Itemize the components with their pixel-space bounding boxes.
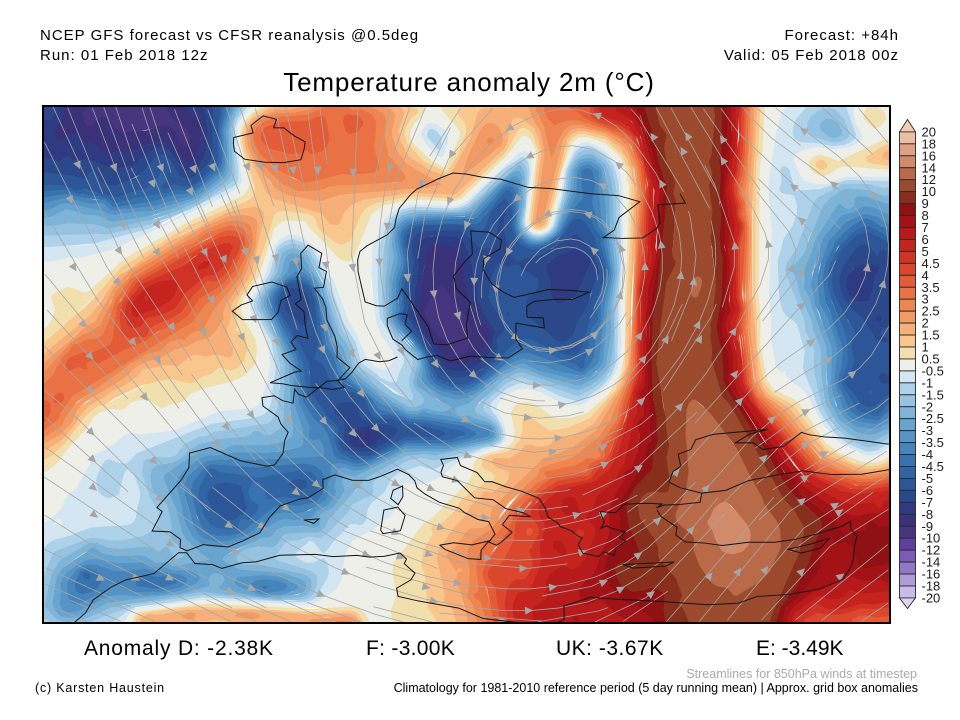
svg-text:-6: -6 (922, 483, 934, 498)
svg-text:-0.5: -0.5 (922, 363, 944, 378)
svg-text:-20: -20 (922, 590, 941, 605)
svg-text:7: 7 (922, 220, 929, 235)
svg-text:-1.5: -1.5 (922, 387, 944, 402)
svg-text:8: 8 (922, 208, 929, 223)
svg-text:-3.5: -3.5 (922, 435, 944, 450)
svg-text:4.5: 4.5 (922, 256, 940, 271)
svg-text:5: 5 (922, 244, 929, 259)
svg-text:20: 20 (922, 124, 936, 139)
svg-text:-8: -8 (922, 507, 934, 522)
svg-text:3: 3 (922, 292, 929, 307)
svg-text:-9: -9 (922, 519, 934, 534)
svg-text:1.5: 1.5 (922, 328, 940, 343)
svg-text:-4: -4 (922, 447, 934, 462)
svg-text:-10: -10 (922, 531, 941, 546)
svg-text:-18: -18 (922, 579, 941, 594)
svg-text:-12: -12 (922, 543, 941, 558)
svg-text:-2.5: -2.5 (922, 411, 944, 426)
svg-text:16: 16 (922, 148, 936, 163)
svg-text:0.5: 0.5 (922, 351, 940, 366)
svg-text:12: 12 (922, 172, 936, 187)
svg-text:-16: -16 (922, 567, 941, 582)
svg-text:-4.5: -4.5 (922, 459, 944, 474)
svg-text:10: 10 (922, 184, 936, 199)
svg-text:-7: -7 (922, 495, 934, 510)
svg-text:6: 6 (922, 232, 929, 247)
svg-text:1: 1 (922, 340, 929, 355)
svg-text:2.5: 2.5 (922, 304, 940, 319)
svg-text:4: 4 (922, 268, 929, 283)
svg-text:14: 14 (922, 160, 936, 175)
svg-text:2: 2 (922, 316, 929, 331)
svg-text:-3: -3 (922, 423, 934, 438)
svg-text:-2: -2 (922, 399, 934, 414)
svg-text:9: 9 (922, 196, 929, 211)
svg-text:-14: -14 (922, 555, 941, 570)
svg-text:18: 18 (922, 136, 936, 151)
svg-text:3.5: 3.5 (922, 280, 940, 295)
svg-text:-5: -5 (922, 471, 934, 486)
svg-text:-1: -1 (922, 375, 934, 390)
